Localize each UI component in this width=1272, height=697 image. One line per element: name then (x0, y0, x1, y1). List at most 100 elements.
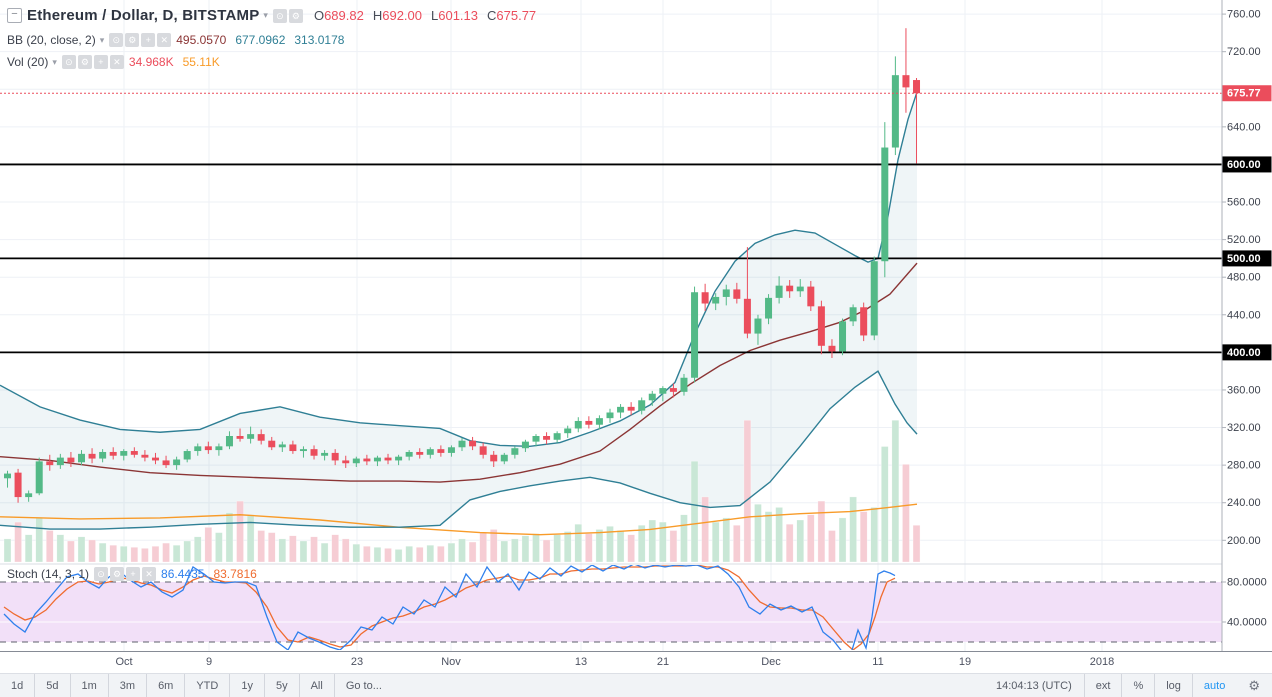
candle-body[interactable] (627, 406, 635, 411)
candle-body[interactable] (141, 454, 149, 458)
candle-body[interactable] (384, 457, 392, 461)
toolbar-button-auto[interactable]: auto (1191, 674, 1236, 697)
candle-body[interactable] (247, 434, 255, 439)
candle-body[interactable] (257, 434, 265, 441)
candle-body[interactable] (416, 451, 424, 455)
collapse-pane-icon[interactable]: − (7, 8, 22, 23)
candle-body[interactable] (56, 457, 64, 466)
gear-icon[interactable]: ⚙ (110, 567, 125, 581)
candle-body[interactable] (204, 446, 212, 451)
candle-body[interactable] (691, 292, 699, 378)
candle-body[interactable] (786, 285, 794, 292)
candle-body[interactable] (183, 451, 191, 460)
candle-body[interactable] (405, 451, 413, 457)
candle-body[interactable] (67, 457, 75, 463)
range-button-1y[interactable]: 1y (229, 674, 264, 697)
candle-body[interactable] (839, 321, 847, 352)
eye-icon[interactable]: ⊙ (272, 8, 287, 23)
candle-body[interactable] (743, 298, 751, 334)
candle-body[interactable] (490, 454, 498, 462)
candle-body[interactable] (754, 318, 762, 334)
eye-icon[interactable]: ⊙ (94, 567, 109, 581)
candle-body[interactable] (817, 306, 825, 346)
candle-body[interactable] (120, 451, 128, 456)
range-button-goto[interactable]: Go to... (333, 674, 393, 697)
main-chart-svg[interactable]: 760.00 720.00 640.00 560.00 520.00 480.00 440.… (0, 0, 1272, 651)
eye-icon[interactable]: ⊙ (61, 55, 76, 69)
settings-gear-icon[interactable]: ⚙ (1248, 678, 1260, 693)
candle-body[interactable] (215, 446, 223, 451)
candle-body[interactable] (606, 412, 614, 419)
candle-body[interactable] (395, 456, 403, 461)
candle-body[interactable] (659, 388, 667, 394)
candle-body[interactable] (532, 436, 540, 442)
candle-body[interactable] (574, 420, 582, 429)
candle-body[interactable] (99, 451, 107, 459)
candle-body[interactable] (278, 444, 286, 448)
candle-body[interactable] (913, 80, 921, 94)
vol-indicator-label[interactable]: Vol (20) (7, 55, 49, 69)
candle-body[interactable] (479, 446, 487, 455)
candle-body[interactable] (775, 285, 783, 298)
close-icon[interactable]: ✕ (109, 55, 124, 69)
candle-body[interactable] (648, 393, 656, 401)
chart-area[interactable]: 760.00 720.00 640.00 560.00 520.00 480.00 440.… (0, 0, 1272, 651)
candle-body[interactable] (564, 428, 572, 434)
range-button-6m[interactable]: 6m (146, 674, 184, 697)
candle-body[interactable] (902, 75, 910, 88)
candle-body[interactable] (426, 449, 434, 455)
range-button-5y[interactable]: 5y (263, 674, 299, 697)
candle-body[interactable] (553, 433, 561, 440)
candle-body[interactable] (701, 292, 709, 304)
candle-body[interactable] (511, 448, 519, 455)
candle-body[interactable] (373, 457, 381, 462)
candle-body[interactable] (194, 446, 202, 452)
candle-body[interactable] (25, 493, 33, 498)
gear-icon[interactable]: ⚙ (125, 33, 140, 47)
candle-body[interactable] (225, 436, 233, 447)
range-button-1m[interactable]: 1m (69, 674, 108, 697)
candle-body[interactable] (733, 289, 741, 299)
candle-body[interactable] (130, 451, 138, 455)
candle-body[interactable] (331, 452, 339, 461)
toolbar-button-percent[interactable]: % (1121, 674, 1154, 697)
candle-body[interactable] (469, 440, 477, 447)
candle-body[interactable] (849, 307, 857, 322)
candle-body[interactable] (543, 436, 551, 440)
candle-body[interactable] (310, 449, 318, 456)
candle-body[interactable] (236, 436, 244, 439)
candle-body[interactable] (722, 289, 730, 297)
candle-body[interactable] (437, 449, 445, 453)
candle-body[interactable] (363, 458, 371, 462)
candle-body[interactable] (299, 449, 307, 452)
plus-icon[interactable]: + (141, 33, 156, 47)
range-button-3m[interactable]: 3m (107, 674, 146, 697)
candle-body[interactable] (585, 420, 593, 425)
candle-body[interactable] (46, 461, 54, 466)
candle-body[interactable] (595, 418, 603, 425)
chevron-down-icon[interactable]: ▾ (52, 56, 57, 67)
candle-body[interactable] (35, 461, 43, 494)
candle-body[interactable] (828, 345, 836, 352)
close-icon[interactable]: ✕ (157, 33, 172, 47)
gear-icon[interactable]: ⚙ (77, 55, 92, 69)
plus-icon[interactable]: + (126, 567, 141, 581)
toolbar-button-log[interactable]: log (1154, 674, 1192, 697)
plus-icon[interactable]: + (93, 55, 108, 69)
close-icon[interactable]: ✕ (142, 567, 157, 581)
candle-body[interactable] (500, 454, 508, 462)
candle-body[interactable] (268, 440, 276, 448)
candle-body[interactable] (860, 307, 868, 336)
candle-body[interactable] (796, 286, 804, 292)
candle-body[interactable] (458, 440, 466, 448)
candle-body[interactable] (870, 261, 878, 336)
candle-body[interactable] (289, 444, 297, 452)
chevron-down-icon[interactable]: ▾ (263, 10, 268, 20)
bb-indicator-label[interactable]: BB (20, close, 2) (7, 33, 96, 47)
candle-body[interactable] (88, 453, 96, 459)
candle-body[interactable] (109, 451, 117, 456)
chevron-down-icon[interactable]: ▾ (99, 34, 105, 45)
candle-body[interactable] (891, 75, 899, 148)
candle-body[interactable] (617, 406, 625, 413)
eye-icon[interactable]: ⊙ (109, 33, 124, 47)
